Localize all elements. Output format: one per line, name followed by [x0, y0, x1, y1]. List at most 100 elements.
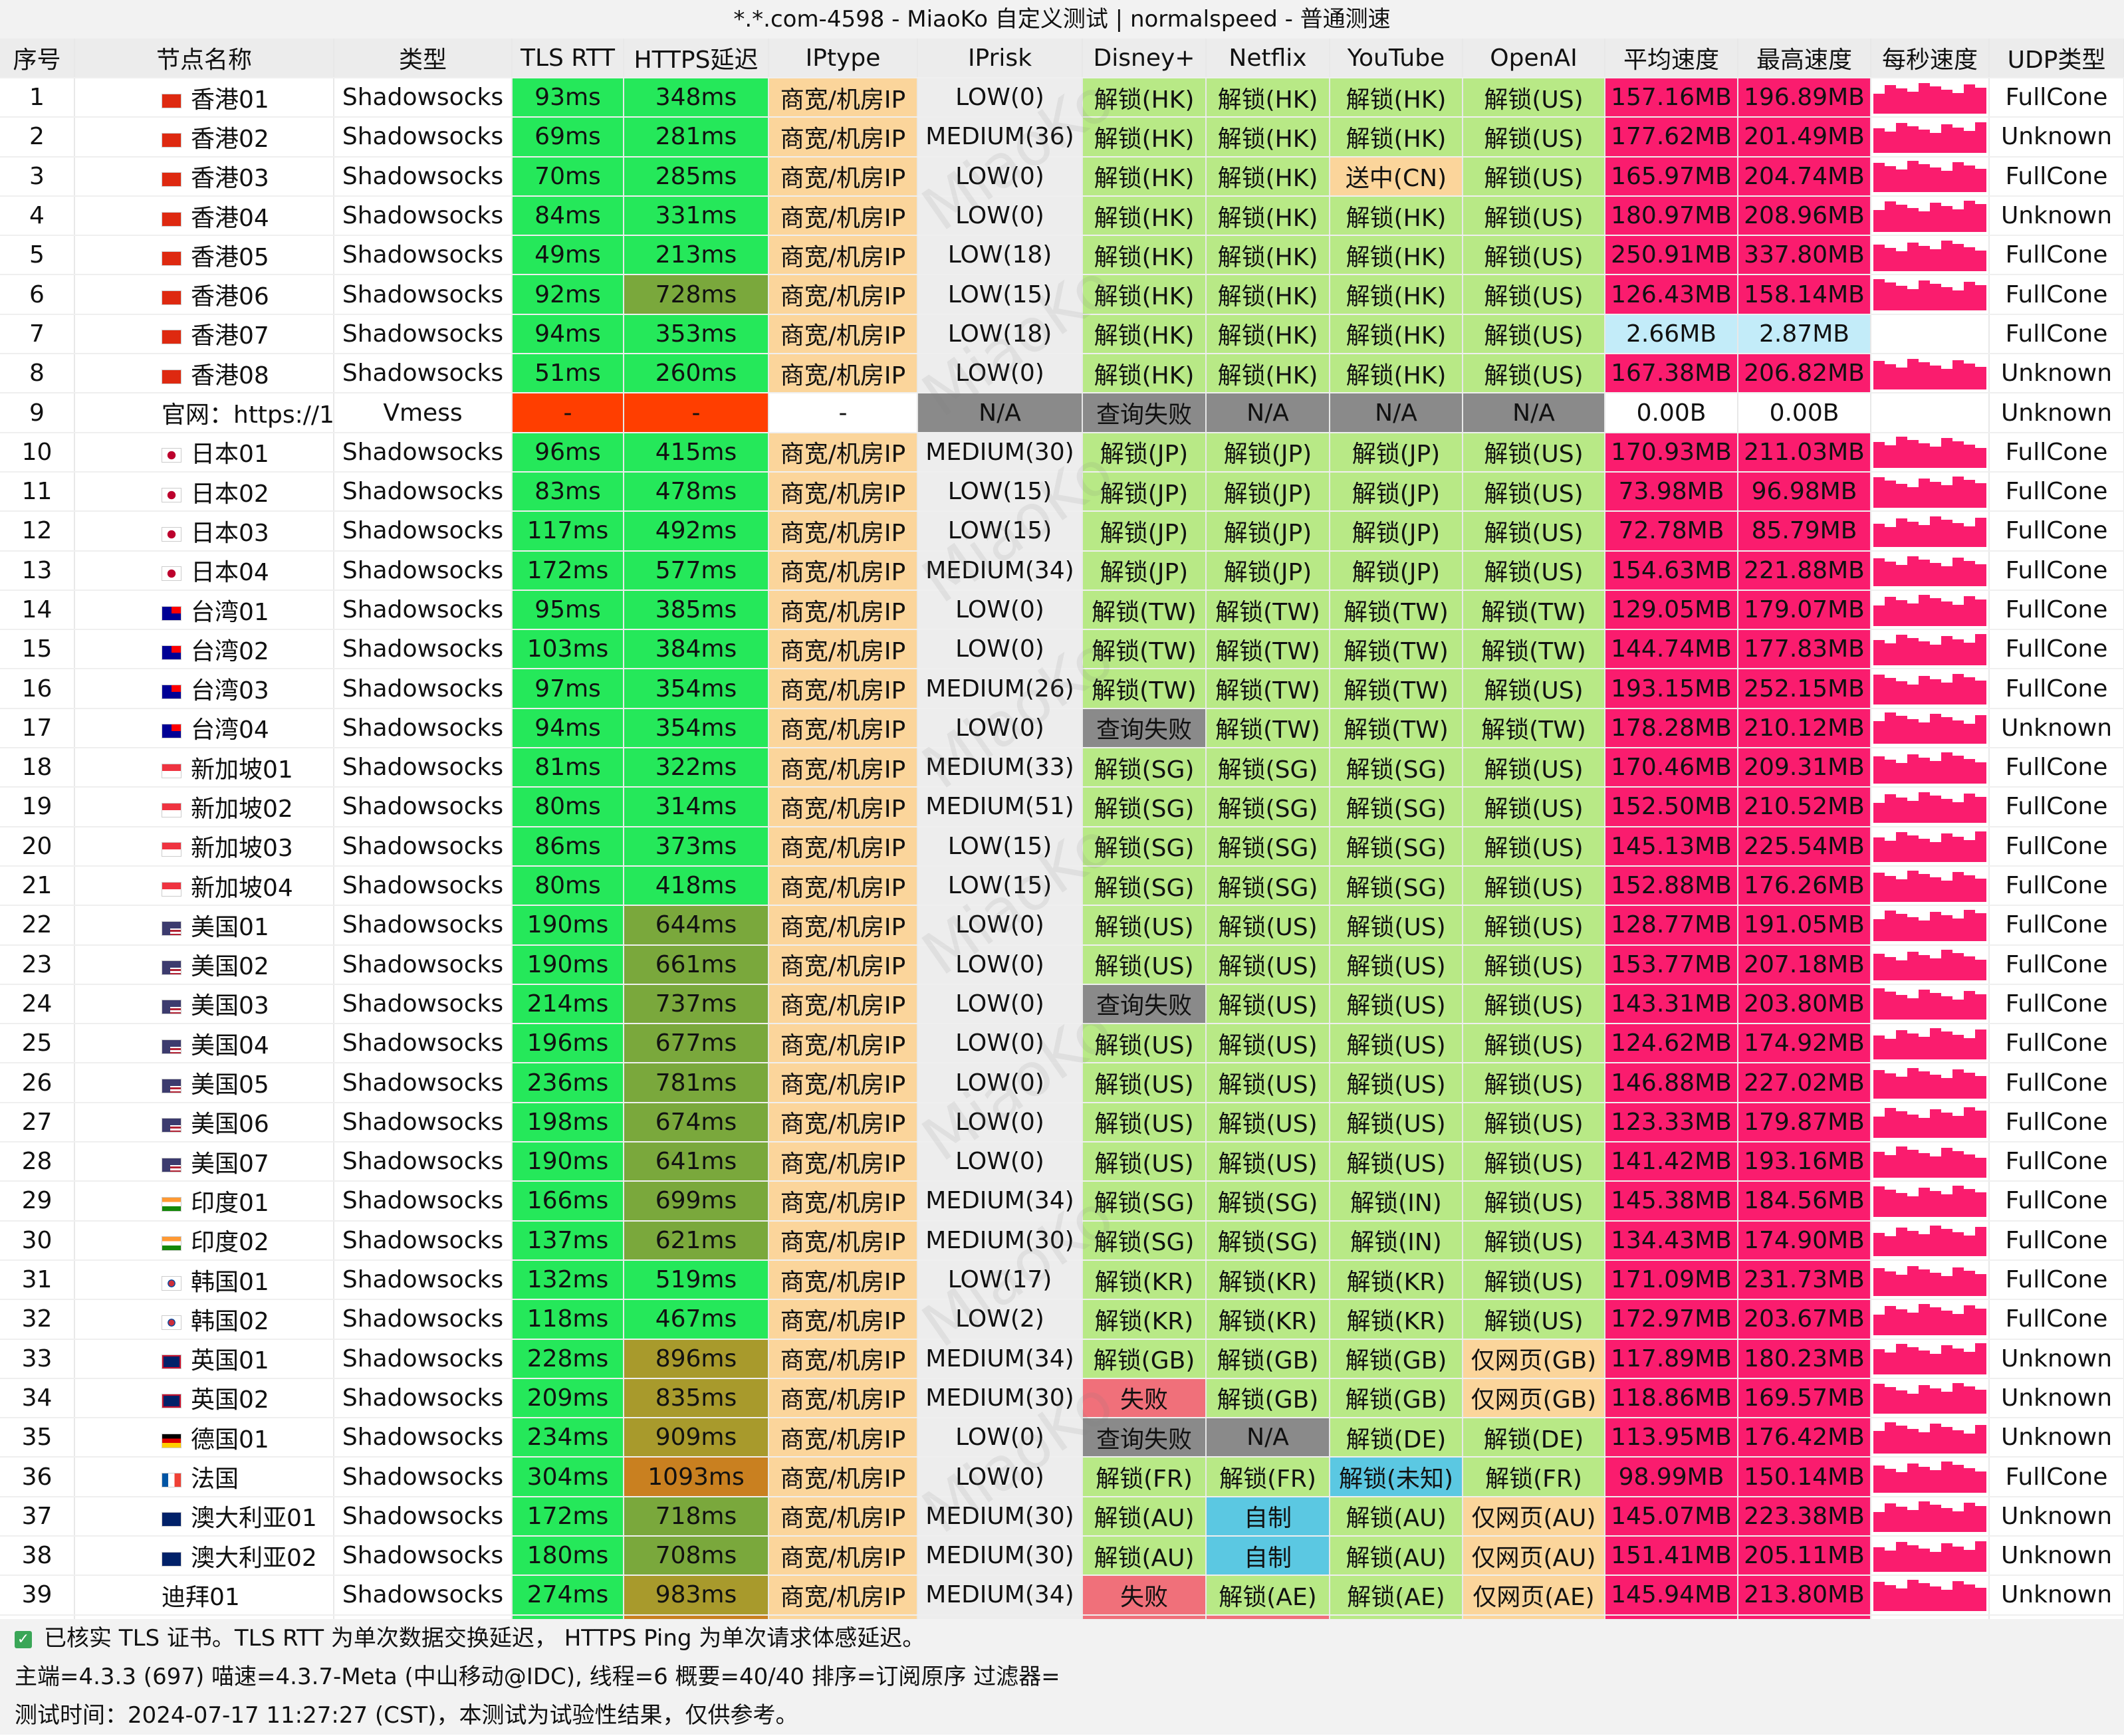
cell-udp-type: Unknown	[1989, 195, 2124, 237]
sparkline-bar	[1941, 240, 1952, 271]
sparkline-bar	[1885, 992, 1896, 1020]
sparkline-bar	[1896, 1228, 1907, 1257]
cell-index: 3	[0, 156, 75, 197]
table-row: 16 台湾03 Shadowsocks 97ms 354ms 商宽/机房IP MEDIUM(…	[0, 669, 2124, 709]
sparkline-bar	[1941, 1275, 1952, 1296]
cell-youtube: 解锁(SG)	[1330, 826, 1463, 867]
cell-max-speed: 210.52MB	[1738, 787, 1871, 827]
cell-protocol-type: Shadowsocks	[334, 1378, 513, 1419]
sparkline-bar	[1975, 1424, 1986, 1454]
cell-protocol-type: Shadowsocks	[334, 1181, 513, 1222]
sparkline-bar	[1896, 1390, 1907, 1414]
cell-per-second-speed	[1871, 117, 1990, 158]
cell-netflix: 解锁(SG)	[1206, 1181, 1330, 1222]
sparkline-bar	[1873, 558, 1885, 587]
cell-protocol-type: Shadowsocks	[334, 274, 513, 315]
results-table: 序号 节点名称 类型 TLS RTT HTTPS延迟 IPtype IPrisk Disney…	[0, 39, 2124, 1655]
sparkline-bar	[1896, 1588, 1907, 1611]
cell-openai: 解锁(US)	[1463, 511, 1605, 552]
cell-netflix: 解锁(TW)	[1206, 669, 1330, 709]
cell-index: 22	[0, 905, 75, 946]
node-name-label: 印度02	[191, 1229, 269, 1257]
cell-tls-rtt: 94ms	[512, 708, 624, 749]
sparkline-bar	[1896, 1507, 1907, 1533]
cell-udp-type: FullCone	[1989, 314, 2124, 355]
sparkline-bar	[1964, 84, 1975, 114]
cell-index: 24	[0, 984, 75, 1025]
sparkline-bar	[1907, 1149, 1919, 1178]
cell-avg-speed: 118.86MB	[1605, 1378, 1738, 1419]
sparkline-bar	[1964, 1584, 1975, 1611]
sparkline-bar	[1919, 211, 1930, 232]
sparkline-bar	[1964, 1386, 1975, 1414]
sparkline-bar	[1896, 960, 1907, 981]
speed-sparkline	[1873, 437, 1986, 469]
cell-index: 1	[0, 78, 75, 118]
sparkline-bar	[1941, 752, 1952, 784]
flag-hk-icon	[162, 211, 181, 227]
sparkline-bar	[1896, 1146, 1907, 1178]
cell-netflix: 解锁(JP)	[1206, 432, 1330, 473]
sparkline-bar	[1941, 601, 1952, 626]
sparkline-bar	[1975, 203, 1986, 232]
flag-tw-icon	[162, 645, 181, 660]
cell-protocol-type: Shadowsocks	[334, 590, 513, 631]
cell-iptype: 商宽/机房IP	[768, 1142, 918, 1182]
cell-avg-speed: 165.97MB	[1605, 156, 1738, 197]
sparkline-bar	[1930, 842, 1941, 863]
cell-disney: 解锁(HK)	[1082, 314, 1207, 355]
cell-netflix: 解锁(KR)	[1206, 1299, 1330, 1340]
cell-max-speed: 223.38MB	[1738, 1496, 1871, 1537]
cell-netflix: 解锁(GB)	[1206, 1378, 1330, 1419]
node-name-label: 印度01	[191, 1189, 269, 1217]
sparkline-bar	[1896, 1274, 1907, 1296]
cell-index: 13	[0, 550, 75, 591]
flag-gb-icon	[162, 1355, 181, 1370]
flag-in-icon	[162, 1196, 181, 1212]
sparkline-bar	[1952, 1150, 1964, 1178]
sparkline-bar	[1919, 920, 1930, 941]
sparkline-bar	[1873, 1233, 1885, 1257]
sparkline-bar	[1952, 1185, 1964, 1217]
sparkline-bar	[1873, 163, 1885, 193]
cell-youtube: 解锁(US)	[1330, 1024, 1463, 1064]
sparkline-bar	[1964, 445, 1975, 469]
sparkline-bar	[1885, 794, 1896, 823]
cell-avg-speed: 145.94MB	[1605, 1575, 1738, 1616]
flag-hk-icon	[162, 93, 181, 108]
column-header: Netflix	[1206, 39, 1330, 78]
cell-tls-rtt: 236ms	[512, 1063, 624, 1103]
cell-protocol-type: Shadowsocks	[334, 1457, 513, 1497]
cell-disney: 解锁(HK)	[1082, 354, 1207, 394]
cell-node-name: 日本04	[74, 550, 334, 591]
cell-netflix: 解锁(US)	[1206, 1024, 1330, 1064]
cell-protocol-type: Shadowsocks	[334, 865, 513, 907]
cell-udp-type: Unknown	[1989, 1378, 2124, 1419]
sparkline-bar	[1885, 1469, 1896, 1493]
sparkline-bar	[1873, 1430, 1885, 1454]
column-header: TLS RTT	[512, 39, 624, 78]
cell-udp-type: FullCone	[1989, 432, 2124, 473]
sparkline-bar	[1964, 479, 1975, 508]
cell-disney: 解锁(KR)	[1082, 1259, 1207, 1301]
cell-protocol-type: Shadowsocks	[334, 944, 513, 985]
cell-netflix: 解锁(HK)	[1206, 235, 1330, 276]
cell-disney: 解锁(JP)	[1082, 511, 1207, 552]
sparkline-bar	[1896, 1192, 1907, 1217]
cell-udp-type: Unknown	[1989, 393, 2124, 433]
cell-per-second-speed	[1871, 944, 1990, 985]
sparkline-bar	[1941, 1229, 1952, 1257]
cell-avg-speed: 126.43MB	[1605, 274, 1738, 315]
sparkline-bar	[1975, 87, 1986, 114]
cell-tls-rtt: 94ms	[512, 314, 624, 355]
cell-protocol-type: Shadowsocks	[334, 117, 513, 158]
cell-max-speed: 191.05MB	[1738, 905, 1871, 946]
cell-iprisk: MEDIUM(34)	[917, 1181, 1083, 1222]
sparkline-bar	[1919, 1036, 1930, 1059]
cell-max-speed: 193.16MB	[1738, 1142, 1871, 1182]
sparkline-bar	[1930, 958, 1941, 981]
cell-max-speed: 2.87MB	[1738, 314, 1871, 355]
report-title: *.*.com-4598 - MiaoKo 自定义测试 | normalspee…	[0, 0, 2124, 39]
cell-node-name: 日本03	[74, 511, 334, 552]
sparkline-bar	[1952, 1349, 1964, 1375]
